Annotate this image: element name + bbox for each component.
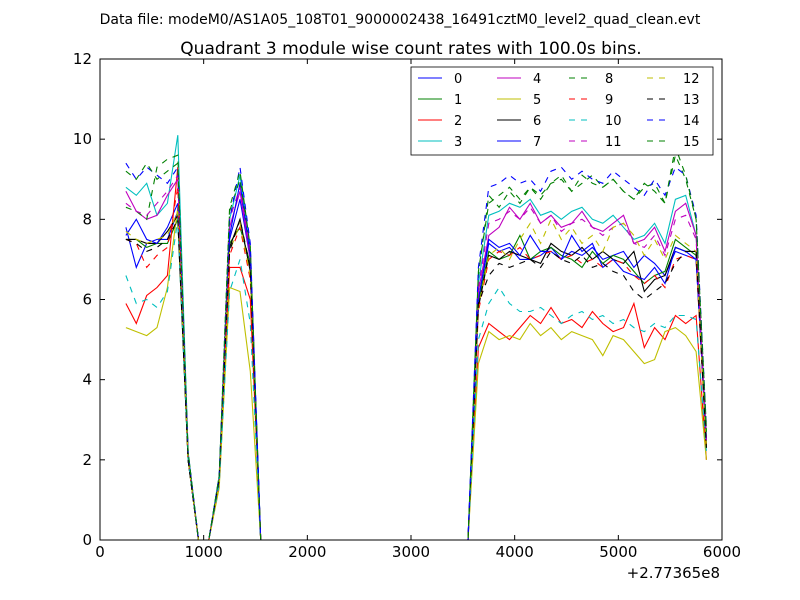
y-tick-label: 0 — [82, 531, 92, 549]
legend-label-8: 8 — [605, 72, 613, 87]
series-line-12 — [125, 211, 707, 541]
chart-title: Quadrant 3 module wise count rates with … — [180, 39, 641, 59]
y-tick-label: 12 — [73, 50, 92, 68]
x-tick-label: 0 — [95, 543, 105, 561]
y-tick-label: 8 — [82, 210, 92, 228]
legend-label-14: 14 — [683, 114, 700, 129]
y-tick-label: 6 — [82, 291, 92, 309]
series-line-4 — [125, 177, 707, 541]
series-line-11 — [125, 173, 707, 541]
y-tick-label: 2 — [82, 451, 92, 469]
legend-label-9: 9 — [605, 93, 613, 108]
legend-label-11: 11 — [605, 135, 622, 150]
series-line-8 — [125, 153, 707, 541]
legend-label-4: 4 — [533, 72, 541, 87]
x-offset-label: +2.77365e8 — [627, 564, 720, 582]
legend-label-0: 0 — [454, 72, 462, 87]
x-tick-label: 1000 — [185, 543, 223, 561]
legend-label-12: 12 — [683, 72, 700, 87]
legend-label-13: 13 — [683, 93, 700, 108]
x-tick-label: 2000 — [288, 543, 326, 561]
legend-label-2: 2 — [454, 114, 462, 129]
series-line-0 — [125, 199, 707, 541]
series-line-14 — [125, 162, 707, 541]
legend-label-10: 10 — [605, 114, 622, 129]
legend-label-7: 7 — [533, 135, 541, 150]
legend-label-3: 3 — [454, 135, 462, 150]
datafile-label: Data file: modeM0/AS1A05_108T01_90000024… — [100, 12, 701, 28]
series-line-15 — [125, 145, 707, 541]
x-tick-label: 6000 — [703, 543, 741, 561]
legend-label-15: 15 — [683, 135, 700, 150]
series-line-10 — [125, 219, 707, 541]
legend-label-1: 1 — [454, 93, 462, 108]
series-layer — [125, 135, 707, 541]
x-tick-label: 5000 — [599, 543, 637, 561]
series-line-9 — [125, 187, 707, 541]
series-line-7 — [125, 183, 707, 541]
y-tick-label: 4 — [82, 371, 92, 389]
y-tick-label: 10 — [73, 130, 92, 148]
legend-label-5: 5 — [533, 93, 541, 108]
x-tick-label: 3000 — [392, 543, 430, 561]
x-tick-label: 4000 — [496, 543, 534, 561]
legend-box — [410, 66, 714, 156]
legend-label-6: 6 — [533, 114, 541, 129]
series-line-6 — [125, 213, 707, 541]
